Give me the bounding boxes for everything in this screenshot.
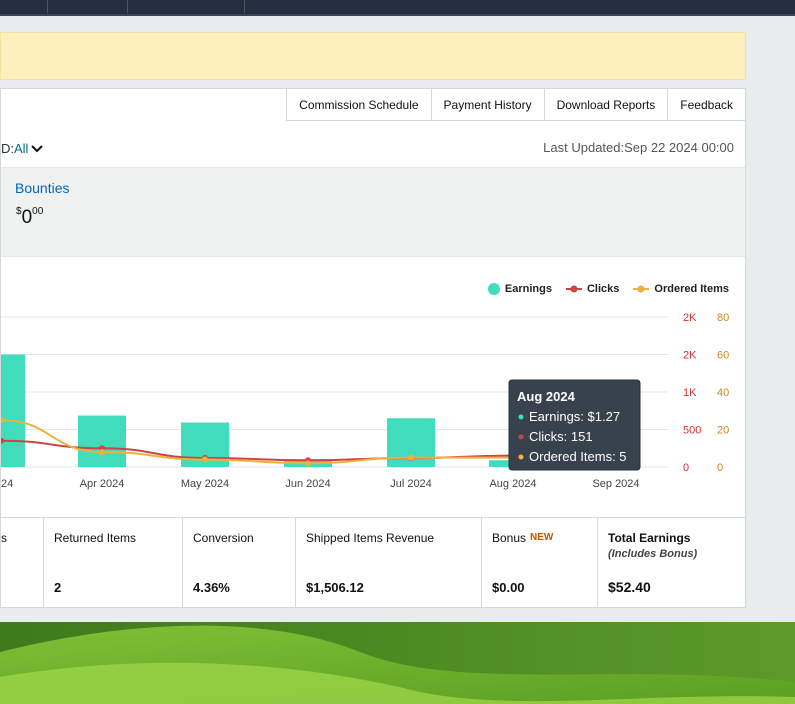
legend-earnings[interactable]: Earnings	[487, 283, 552, 295]
nav-divider	[244, 0, 245, 13]
x-axis-tick-label: Jun 2024	[285, 478, 330, 490]
left-axis-tick-label: 1K	[683, 387, 697, 399]
wallpaper-art	[0, 622, 795, 704]
legend-clicks[interactable]: Clicks	[565, 283, 620, 295]
filter-prefix: D:	[1, 141, 14, 156]
tooltip-line: Earnings: $1.27	[529, 409, 620, 424]
top-nav-bar	[0, 0, 795, 16]
ordered-items-point	[1, 417, 4, 424]
right-axis-tick-label: 60	[717, 350, 729, 362]
metric-total-label: Total Earnings	[608, 531, 691, 545]
nav-segment[interactable]	[127, 0, 244, 13]
summary-section: Bounties $000	[1, 167, 745, 257]
ordered-items-line	[1, 419, 513, 465]
tooltip-box	[508, 379, 641, 471]
earnings-bar	[78, 415, 126, 467]
x-axis-tick-label: 2024	[1, 478, 13, 490]
x-axis-tick-label: Aug 2024	[489, 478, 536, 490]
metric-shipped-revenue: Shipped Items Revenue $1,506.12	[296, 518, 482, 608]
notice-banner	[0, 32, 746, 80]
metric-sublabel: (Includes Bonus)	[608, 548, 698, 560]
clicks-point	[1, 437, 4, 444]
metric-value: $0.00	[492, 580, 525, 595]
x-axis-tick-label: Sep 2024	[592, 478, 639, 490]
metric-label: Conversion	[193, 531, 254, 545]
tooltip-dot	[518, 414, 524, 420]
legend-clicks-marker	[565, 285, 582, 293]
filter-value[interactable]: All	[14, 141, 29, 156]
legend-ordered-items-marker	[633, 285, 650, 293]
left-axis-tick-label: 500	[683, 425, 701, 437]
ordered-items-point	[305, 460, 311, 467]
metric-bonus-label: Bonus	[492, 531, 527, 545]
tab-payment-history[interactable]: Payment History	[431, 89, 545, 121]
ordered-items-point	[408, 454, 414, 461]
nav-segment[interactable]	[47, 0, 127, 13]
metric-value: $52.40	[608, 579, 651, 595]
left-axis-tick-label: 2K	[683, 350, 697, 362]
report-tabs: Commission Schedule Payment History Down…	[286, 89, 745, 121]
chart-canvas: 0 0 500 20 1K 40 2K 60 2K 80 2024 Apr 2024 May 2024 J…	[1, 312, 729, 490]
tab-commission-schedule[interactable]: Commission Schedule	[287, 89, 432, 121]
legend-ordered-items[interactable]: Ordered Items	[633, 283, 729, 295]
right-axis-tick-label: 0	[717, 462, 723, 474]
metric-label: Total Earnings (Includes Bonus)	[608, 531, 697, 560]
bounties-link[interactable]: Bounties	[15, 180, 70, 196]
bounties-amount: $000	[16, 206, 43, 229]
metric-label: Shipped Items Revenue	[306, 531, 435, 545]
tooltip-line: Ordered Items: 5	[529, 449, 627, 464]
bounties-whole: 0	[21, 207, 33, 228]
metric-label: Bonus NEW	[492, 531, 553, 545]
ordered-items-point	[99, 449, 105, 455]
x-axis-tick-label: Apr 2024	[80, 478, 125, 490]
legend-earnings-label: Earnings	[504, 283, 552, 295]
tab-download-reports[interactable]: Download Reports	[544, 89, 669, 121]
right-axis-tick-label: 40	[717, 387, 729, 399]
tooltip-dot	[518, 454, 524, 460]
left-axis-tick-label: 0	[683, 462, 689, 474]
metric-value: $1,506.12	[306, 580, 364, 595]
tooltip-title: Aug 2024	[517, 389, 576, 404]
left-axis-tick-label: 2K	[683, 312, 697, 324]
earnings-bar	[1, 354, 25, 467]
right-axis-tick-label: 80	[717, 312, 729, 324]
chevron-down-icon[interactable]	[31, 144, 44, 153]
desktop-wallpaper	[0, 622, 795, 704]
x-axis-tick-label: May 2024	[181, 478, 229, 490]
legend-ordered-items-label: Ordered Items	[654, 283, 729, 295]
chart-legend: Earnings Clicks Ordered Items	[474, 283, 729, 295]
metric-total-earnings: Total Earnings (Includes Bonus) $52.40	[598, 518, 745, 608]
metric-value: 2	[54, 580, 62, 595]
metric-bonus: Bonus NEW $0.00	[482, 518, 598, 608]
ordered-items-point	[202, 456, 208, 463]
metric-returned-items: Returned Items 2	[44, 518, 183, 608]
metric-label: s	[1, 531, 7, 545]
reports-panel: Commission Schedule Payment History Down…	[0, 88, 746, 608]
x-axis-tick-label: Jul 2024	[390, 478, 432, 490]
bounties-fraction: 00	[32, 206, 44, 217]
legend-earnings-marker	[487, 283, 500, 295]
tooltip-line: Clicks: 151	[529, 429, 593, 444]
legend-clicks-label: Clicks	[586, 283, 620, 295]
right-axis-tick-label: 20	[717, 425, 729, 437]
metric-label: Returned Items	[54, 531, 137, 545]
tooltip-dot	[518, 434, 524, 440]
bounties-currency: $	[16, 206, 22, 217]
chart-tooltip: Aug 2024 Earnings: $1.27 Clicks: 151 Ordere…	[508, 379, 641, 471]
tracking-id-filter[interactable]: D: All	[1, 141, 44, 156]
earnings-chart: Earnings Clicks Ordered Items 0 0 500 20 1K 4…	[1, 259, 745, 515]
last-updated-text: Last Updated:Sep 22 2024 00:00	[543, 140, 734, 155]
metric-partial: s	[1, 518, 44, 608]
new-badge: NEW	[530, 532, 554, 543]
metrics-row: s Returned Items 2 Conversion 4.36% Ship…	[1, 517, 745, 608]
metric-value: 4.36%	[193, 580, 230, 595]
tab-feedback[interactable]: Feedback	[668, 89, 745, 121]
metric-conversion: Conversion 4.36%	[183, 518, 296, 608]
